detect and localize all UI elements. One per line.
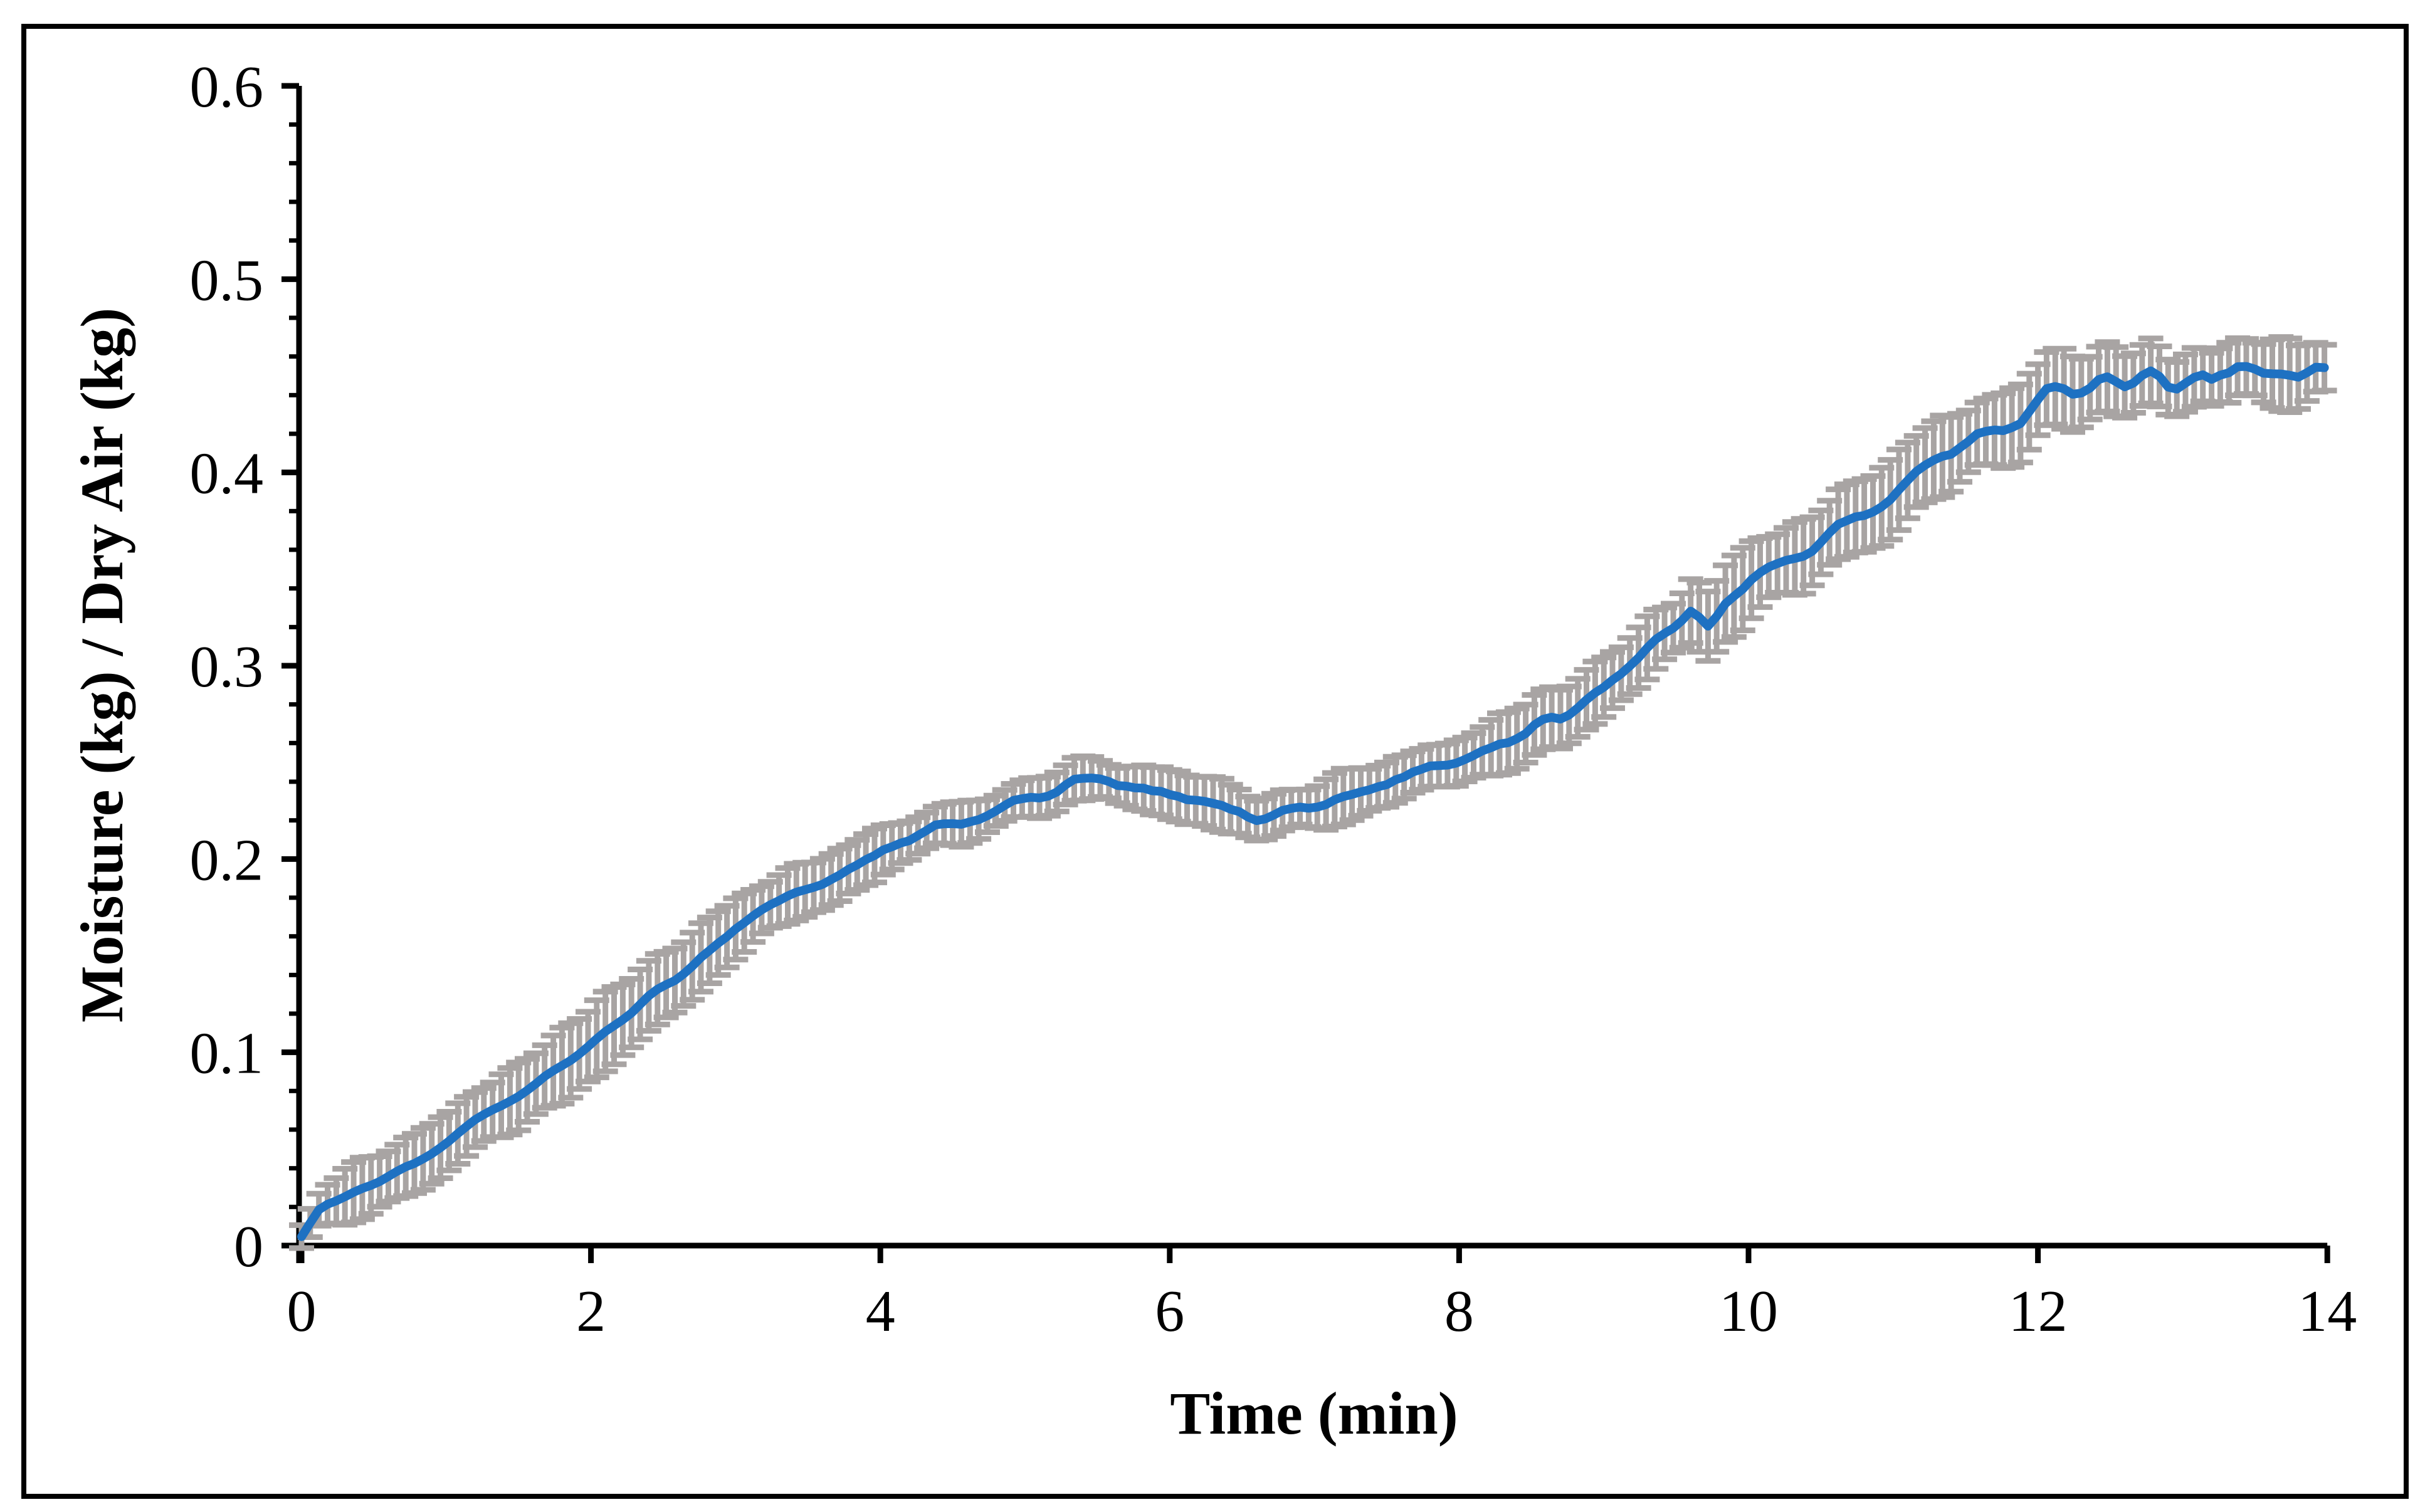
x-axis-ticks bbox=[298, 1246, 2330, 1263]
error-bars bbox=[289, 334, 2337, 1251]
y-tick-label: 0.5 bbox=[190, 248, 264, 313]
x-tick-label: 8 bbox=[1444, 1279, 1474, 1344]
y-tick-label: 0.2 bbox=[190, 827, 264, 893]
y-tick-label: 0.6 bbox=[190, 55, 264, 120]
x-axis-title: Time (min) bbox=[1170, 1380, 1458, 1447]
y-tick-label: 0 bbox=[234, 1214, 263, 1279]
plot-area: 0 0.1 0.2 0.3 0.4 0.5 0.6 0 2 4 6 8 10 12 14 bbox=[190, 55, 2357, 1344]
figure-border bbox=[21, 24, 2409, 1499]
y-tick-label: 0.4 bbox=[190, 441, 264, 507]
y-tick-label: 0.3 bbox=[190, 634, 264, 700]
x-tick-label: 10 bbox=[1719, 1279, 1778, 1344]
x-tick-label: 12 bbox=[2009, 1279, 2068, 1344]
x-tick-label: 0 bbox=[287, 1279, 317, 1344]
x-tick-label: 4 bbox=[866, 1279, 895, 1344]
series-line bbox=[297, 362, 2329, 1241]
y-tick-label: 0.1 bbox=[190, 1021, 264, 1086]
x-tick-label: 14 bbox=[2298, 1279, 2357, 1344]
y-axis-ticks bbox=[281, 83, 299, 1249]
x-tick-labels: 0 2 4 6 8 10 12 14 bbox=[287, 1279, 2357, 1344]
x-tick-label: 2 bbox=[576, 1279, 606, 1344]
axes bbox=[281, 86, 2328, 1263]
x-tick-label: 6 bbox=[1155, 1279, 1184, 1344]
y-tick-labels: 0 0.1 0.2 0.3 0.4 0.5 0.6 bbox=[190, 55, 264, 1279]
y-axis-title: Moisture (kg) / Dry Air (kg) bbox=[68, 308, 135, 1022]
